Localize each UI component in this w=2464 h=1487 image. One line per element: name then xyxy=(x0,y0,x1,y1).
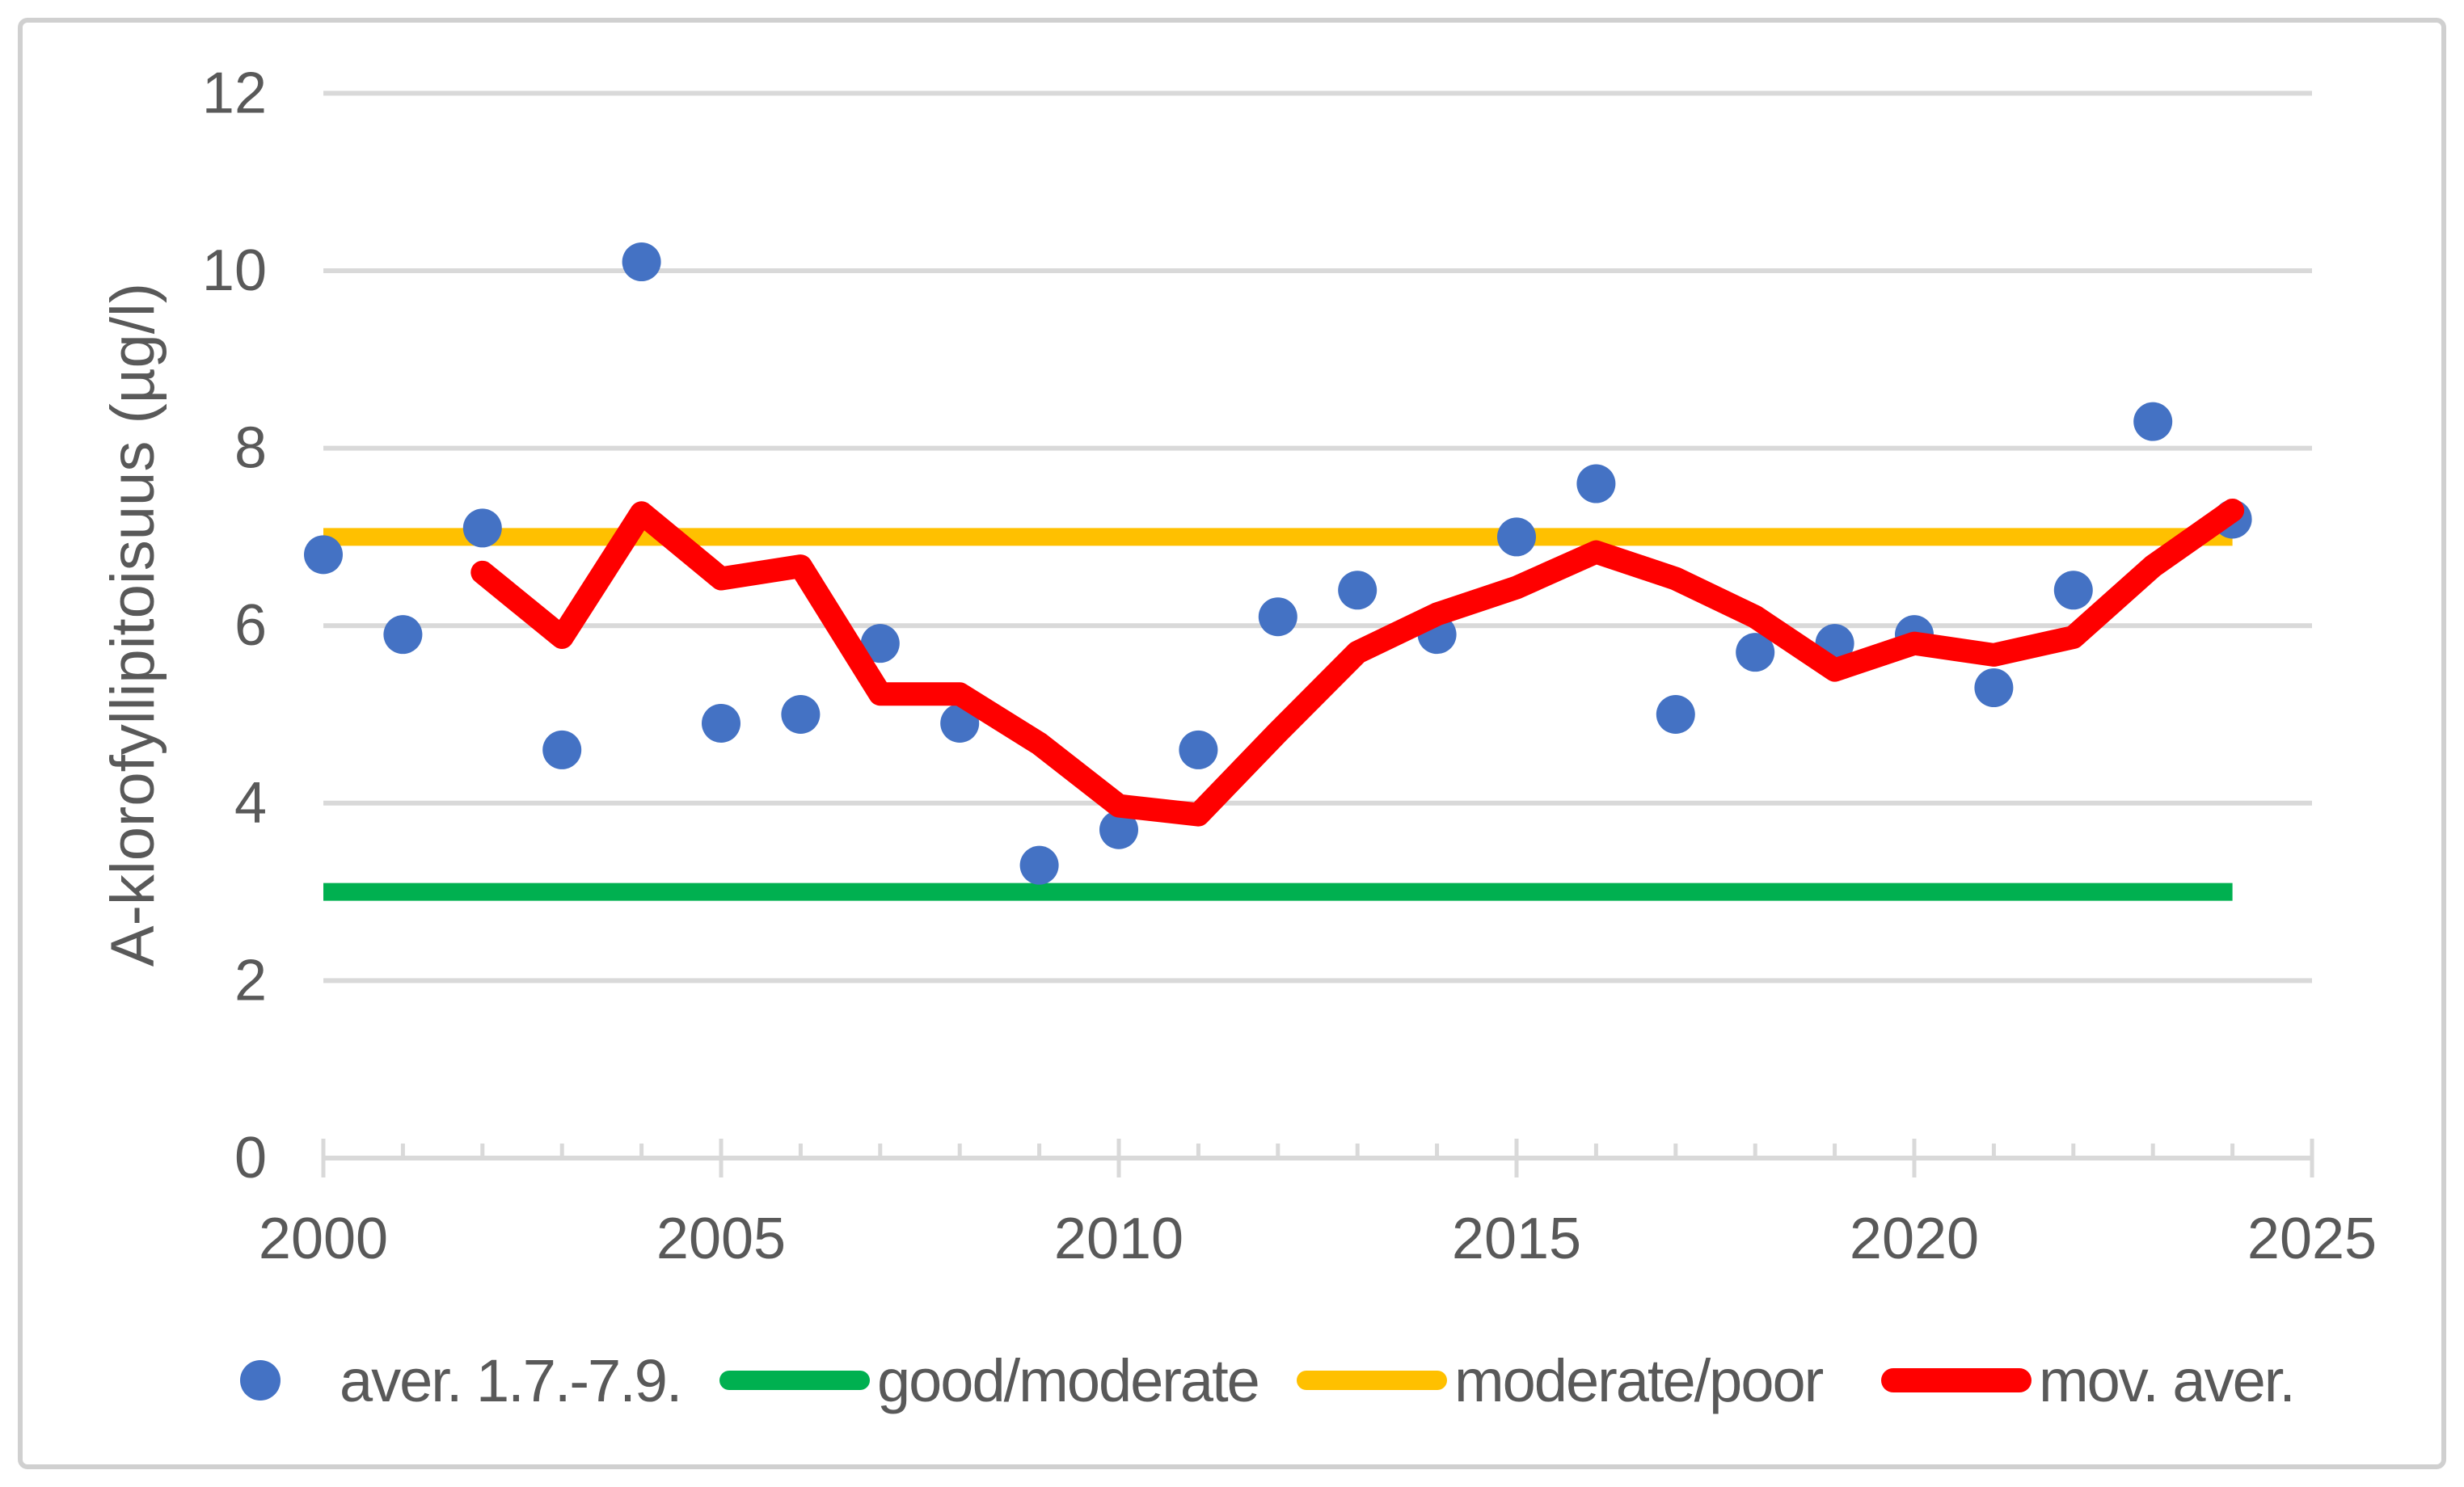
y-tick-label: 4 xyxy=(234,771,267,836)
x-tick-label: 2000 xyxy=(259,1207,388,1271)
scatter-point xyxy=(542,730,582,769)
scatter-point xyxy=(462,508,502,548)
y-tick-label: 6 xyxy=(234,593,267,658)
legend-item-aver: aver. 1.7.-7.9. xyxy=(240,1346,682,1414)
scatter-point xyxy=(1338,571,1378,610)
scatter-point xyxy=(702,703,740,743)
scatter-point xyxy=(622,242,661,282)
scatter-point xyxy=(383,615,423,655)
y-tick-label: 0 xyxy=(234,1126,267,1190)
legend-label-moderate-poor: moderate/poor xyxy=(1454,1346,1824,1414)
legend-item-good-moderate: good/moderate xyxy=(719,1346,1260,1414)
legend-yellow-line-icon xyxy=(1297,1371,1447,1390)
y-tick-label: 8 xyxy=(234,416,267,481)
legend-label-aver: aver. 1.7.-7.9. xyxy=(340,1346,682,1414)
axes-layer: 0 2 4 6 8 10 12 2000 2005 2010 2015 2020 2025 xyxy=(202,61,2377,1271)
legend-label-mov-aver: mov. aver. xyxy=(2039,1346,2296,1414)
scatter-point xyxy=(781,695,821,734)
legend-scatter-marker-icon xyxy=(240,1360,281,1401)
moving-average-line xyxy=(470,498,2245,827)
y-tick-label: 12 xyxy=(202,61,267,125)
y-tick-label: 2 xyxy=(234,948,267,1013)
x-tick-label: 2020 xyxy=(1850,1207,1979,1271)
gridlines-layer xyxy=(323,91,2312,1161)
scatter-point xyxy=(1179,730,1218,769)
scatter-point xyxy=(1258,597,1297,637)
y-axis-title: A-klorofyllipitoisuus (µg/l) xyxy=(99,283,167,967)
x-tick-label: 2005 xyxy=(656,1207,786,1271)
y-tick-label: 10 xyxy=(202,238,267,303)
scatter-point xyxy=(2133,402,2173,441)
scatter-point xyxy=(1974,668,2014,708)
x-tick-label: 2010 xyxy=(1054,1207,1183,1271)
series-layer xyxy=(304,242,2252,901)
scatter-point xyxy=(1576,464,1616,503)
legend-red-line-icon xyxy=(1881,1368,2032,1392)
scatter-point xyxy=(1099,810,1138,849)
scatter-point xyxy=(1019,845,1059,885)
scatter-point xyxy=(1736,633,1775,672)
x-tick-label: 2015 xyxy=(1452,1207,1581,1271)
legend-item-mov-aver: mov. aver. xyxy=(1881,1346,2296,1414)
legend-label-good-moderate: good/moderate xyxy=(877,1346,1260,1414)
scatter-point xyxy=(2053,571,2093,610)
scatter-point xyxy=(304,535,343,575)
x-tick-label: 2025 xyxy=(2247,1207,2377,1271)
scatter-point xyxy=(1656,695,1695,734)
scatter-point xyxy=(860,624,900,663)
legend-green-line-icon xyxy=(719,1371,870,1390)
scatter-point xyxy=(1497,517,1536,557)
legend-item-moderate-poor: moderate/poor xyxy=(1297,1346,1824,1414)
